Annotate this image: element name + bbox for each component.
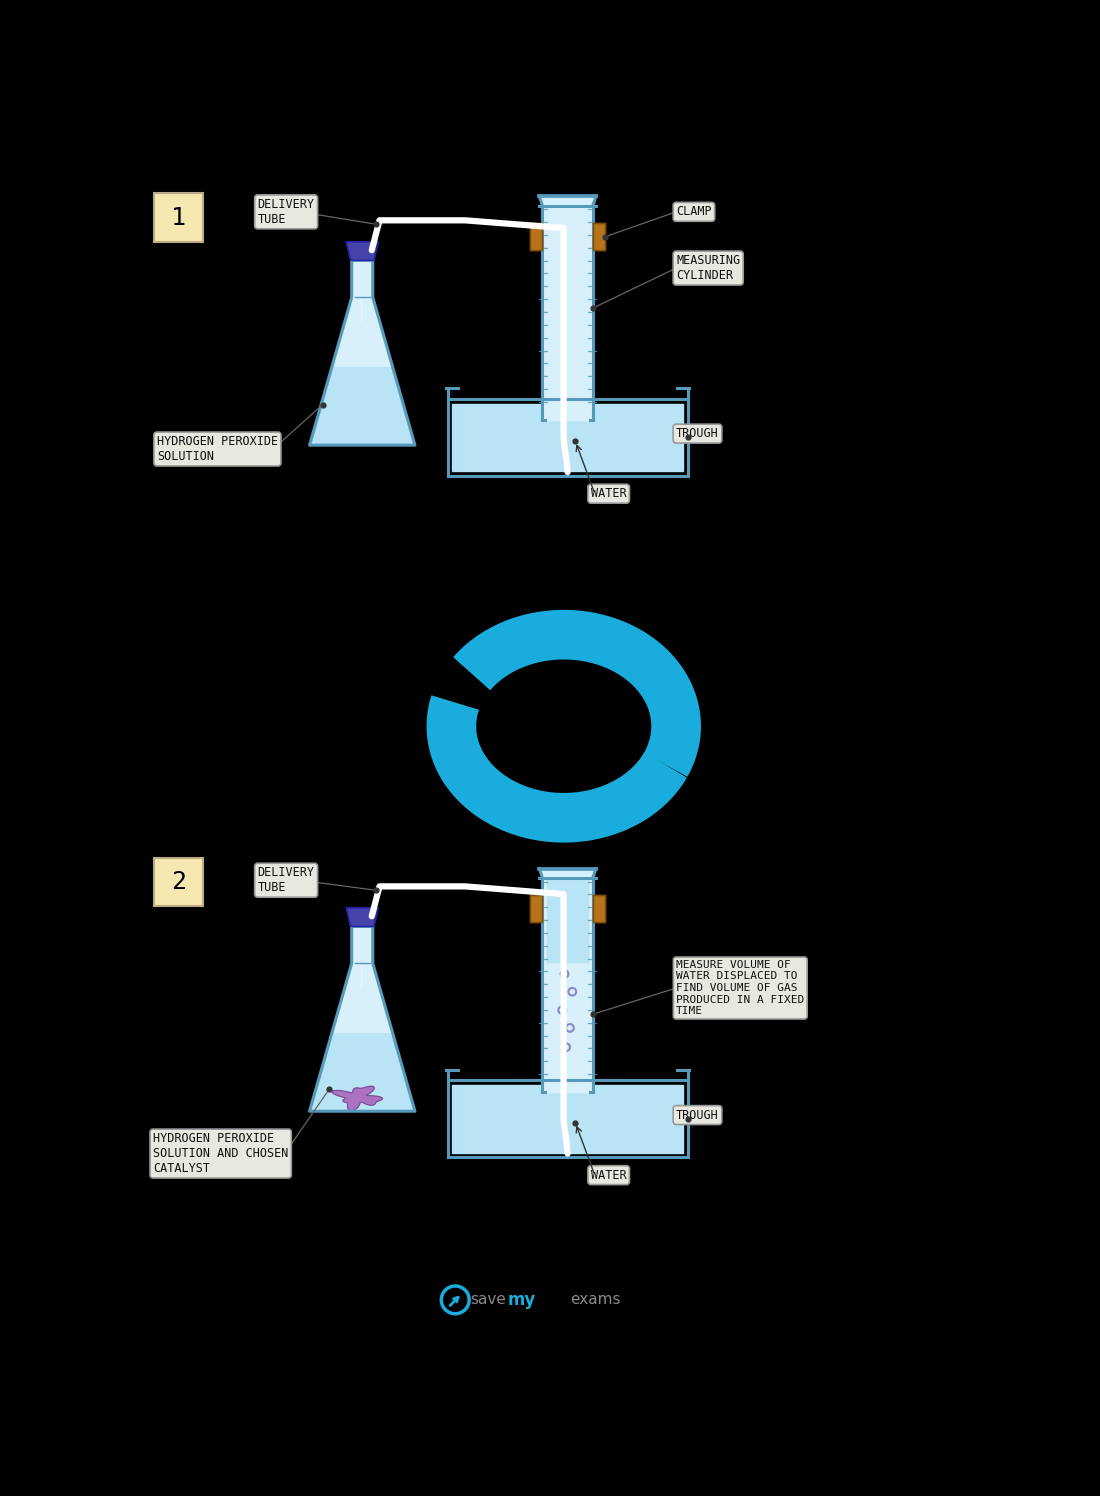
Polygon shape [539, 869, 596, 878]
Polygon shape [539, 196, 596, 206]
Text: DELIVERY
TUBE: DELIVERY TUBE [257, 197, 315, 226]
Text: CLAMP: CLAMP [676, 205, 712, 218]
Text: 1: 1 [170, 205, 186, 229]
Text: 2: 2 [170, 871, 186, 895]
Text: TROUGH: TROUGH [676, 428, 719, 440]
Polygon shape [332, 1086, 383, 1112]
Polygon shape [309, 368, 415, 446]
Text: MEASURING
CYLINDER: MEASURING CYLINDER [676, 254, 740, 283]
Text: MEASURE VOLUME OF
WATER DISPLACED TO
FIND VOLUME OF GAS
PRODUCED IN A FIXED
TIME: MEASURE VOLUME OF WATER DISPLACED TO FIN… [676, 960, 804, 1016]
Text: exams: exams [570, 1293, 620, 1308]
Text: HYDROGEN PEROXIDE
SOLUTION AND CHOSEN
CATALYST: HYDROGEN PEROXIDE SOLUTION AND CHOSEN CA… [153, 1132, 288, 1174]
Polygon shape [548, 869, 587, 962]
FancyBboxPatch shape [154, 193, 202, 242]
Polygon shape [452, 1085, 683, 1153]
Polygon shape [542, 869, 593, 1092]
Polygon shape [309, 926, 415, 1112]
Polygon shape [452, 404, 683, 471]
Text: DELIVERY
TUBE: DELIVERY TUBE [257, 866, 315, 895]
Text: save: save [470, 1293, 506, 1308]
Bar [593, 223, 605, 250]
FancyBboxPatch shape [154, 857, 202, 907]
Polygon shape [346, 908, 378, 926]
Text: WATER: WATER [591, 488, 627, 500]
Polygon shape [542, 196, 593, 420]
Polygon shape [346, 242, 378, 260]
Polygon shape [309, 1034, 415, 1112]
Bar [530, 223, 542, 250]
Polygon shape [309, 260, 415, 446]
Bar [530, 896, 542, 922]
Bar [593, 896, 605, 922]
Text: HYDROGEN PEROXIDE
SOLUTION: HYDROGEN PEROXIDE SOLUTION [157, 435, 278, 464]
Text: my: my [508, 1291, 536, 1309]
Text: TROUGH: TROUGH [676, 1109, 719, 1122]
Polygon shape [355, 926, 370, 963]
Polygon shape [355, 260, 370, 298]
Text: WATER: WATER [591, 1168, 627, 1182]
